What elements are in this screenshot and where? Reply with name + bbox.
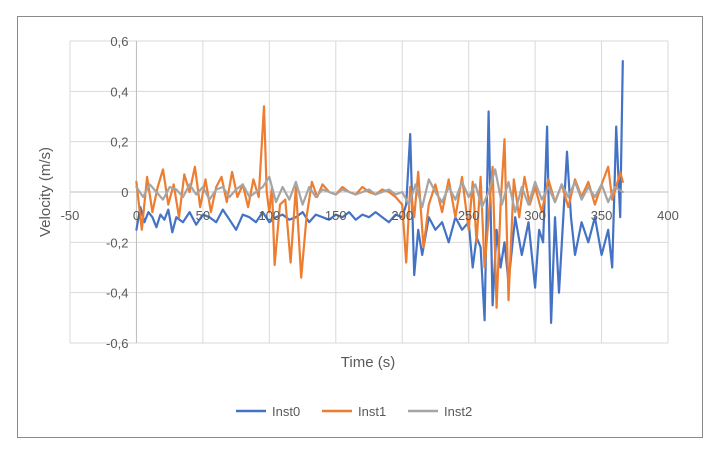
y-tick-label: -0,2: [106, 235, 128, 250]
chart-container: -0,6 -0,4 -0,2 0 0,2 0,4 0,6 -50 0 50 100 150 200 250…: [17, 16, 703, 438]
legend-label-inst0: Inst0: [272, 404, 300, 419]
x-tick-label: 200: [391, 208, 413, 223]
x-tick-label: 300: [524, 208, 546, 223]
y-tick-label: 0,4: [110, 84, 128, 99]
velocity-line-chart: -0,6 -0,4 -0,2 0 0,2 0,4 0,6 -50 0 50 100 150 200 250…: [37, 34, 679, 419]
x-axis-title: Time (s): [341, 354, 395, 371]
x-tick-label: 0: [133, 208, 140, 223]
legend: Inst0 Inst1 Inst2: [236, 404, 472, 419]
x-tick-label: 350: [591, 208, 613, 223]
y-tick-label: 0,6: [110, 34, 128, 49]
y-axis-title: Velocity (m/s): [37, 147, 54, 237]
y-tick-label: 0,2: [110, 135, 128, 150]
series-lines: [135, 59, 624, 324]
y-tick-label: -0,6: [106, 336, 128, 351]
y-tick-label: 0: [121, 185, 128, 200]
x-tick-label: -50: [61, 208, 80, 223]
x-tick-label: 50: [196, 208, 210, 223]
y-tick-label: -0,4: [106, 286, 128, 301]
series-line-inst0: [135, 59, 624, 324]
x-tick-label: 100: [258, 208, 280, 223]
series-line-inst1: [135, 105, 624, 309]
x-tick-label: 250: [458, 208, 480, 223]
tick-labels: -0,6 -0,4 -0,2 0 0,2 0,4 0,6 -50 0 50 100 150 200 250…: [61, 34, 679, 351]
x-tick-label: 400: [657, 208, 679, 223]
legend-label-inst2: Inst2: [444, 404, 472, 419]
legend-label-inst1: Inst1: [358, 404, 386, 419]
x-tick-label: 150: [325, 208, 347, 223]
series-line-inst2: [135, 168, 624, 214]
